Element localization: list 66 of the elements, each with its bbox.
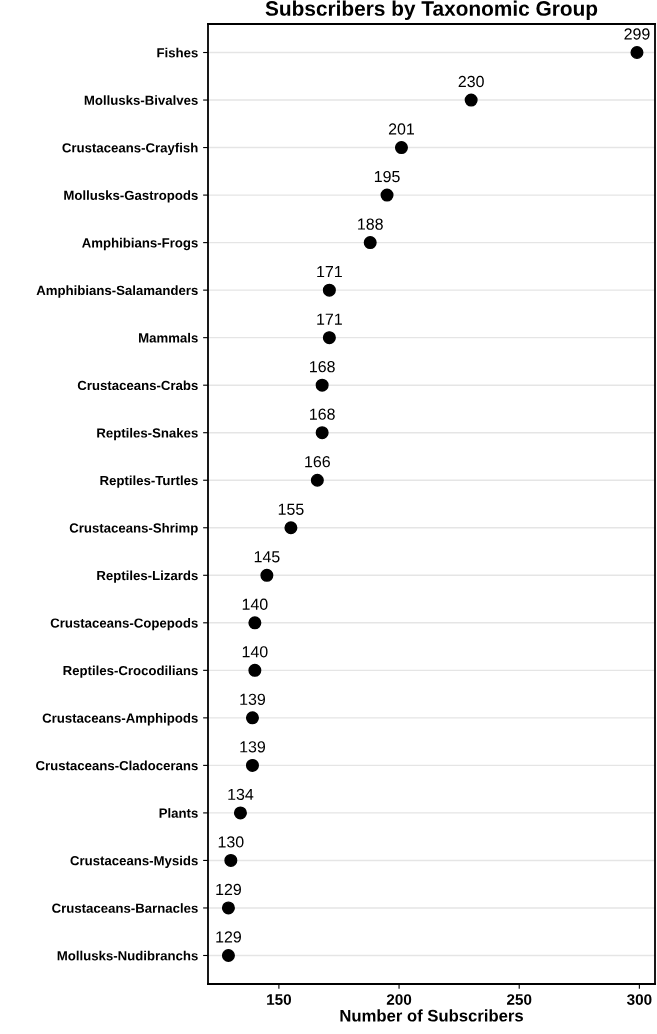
data-label: 140: [242, 646, 268, 658]
data-label: 139: [240, 693, 266, 705]
data-label: 139: [240, 741, 266, 753]
point: [394, 141, 408, 155]
point: [245, 758, 259, 772]
y-tick-label: Amphibians-Frogs: [82, 237, 198, 251]
point: [380, 188, 394, 202]
y-tick-label: Crustaceans-Mysids: [70, 855, 198, 868]
y-tick-label: Crustaceans-Crabs: [77, 380, 198, 391]
point: [464, 93, 478, 107]
y-tick-label: Fishes: [157, 47, 198, 58]
x-axis-title: Number of Subscribers: [340, 1009, 523, 1022]
data-label: 171: [317, 313, 342, 325]
point: [248, 663, 262, 677]
y-tick-label: Mollusks-Gastropods: [64, 190, 198, 203]
data-label: 140: [242, 598, 268, 610]
point: [310, 473, 324, 487]
point: [630, 46, 644, 60]
data-label: 155: [278, 503, 304, 515]
y-tick-label: Crustaceans-Crayfish: [62, 142, 198, 156]
y-tick-label: Crustaceans-Shrimp: [69, 522, 198, 536]
y-tick-label: Plants: [159, 808, 198, 818]
data-label: 129: [216, 931, 241, 943]
x-tick-label: 150: [267, 994, 292, 1005]
data-label: 134: [228, 788, 254, 801]
y-tick-label: Mollusks-Nudibranchs: [57, 950, 198, 961]
data-label: 168: [310, 408, 335, 420]
x-tick-label: 300: [626, 994, 652, 1005]
data-label: 171: [317, 266, 342, 278]
y-tick-label: Crustaceans-Amphipods: [42, 713, 198, 726]
data-label: 166: [305, 456, 330, 468]
point: [363, 236, 377, 250]
y-tick-label: Crustaceans-Cladocerans: [36, 760, 198, 771]
x-tick-label: 250: [507, 994, 532, 1005]
y-tick-label: Reptiles-Lizards: [97, 570, 198, 583]
point: [322, 283, 336, 297]
y-tick-label: Amphibians-Salamanders: [36, 285, 198, 298]
data-label: 230: [458, 75, 484, 88]
data-label: 188: [358, 218, 383, 230]
x-tick-label: 200: [386, 994, 412, 1005]
y-tick-label: Reptiles-Snakes: [97, 427, 198, 441]
point: [260, 568, 274, 582]
y-tick-label: Crustaceans-Copepods: [50, 618, 198, 631]
data-label: 145: [254, 551, 280, 563]
point: [248, 616, 262, 630]
data-label: 195: [374, 170, 400, 183]
data-label: 201: [388, 123, 415, 135]
y-tick-label: Reptiles-Crocodilians: [63, 665, 198, 678]
point: [233, 806, 247, 820]
chart-title: Subscribers by Taxonomic Group: [265, 0, 598, 20]
point: [315, 378, 329, 392]
point: [284, 521, 298, 535]
y-tick-label: Mollusks-Bivalves: [84, 95, 198, 105]
point: [221, 901, 235, 915]
y-tick-label: Reptiles-Turtles: [100, 475, 198, 488]
point: [245, 711, 259, 725]
point: [221, 948, 235, 962]
data-label: 168: [310, 361, 335, 373]
y-tick-label: Mammals: [139, 332, 198, 343]
point: [224, 853, 238, 867]
point: [315, 426, 329, 440]
y-tick-label: Crustaceans-Barnacles: [52, 903, 198, 913]
data-label: 129: [216, 883, 241, 896]
data-label: 130: [218, 836, 244, 848]
data-label: 299: [624, 28, 650, 40]
point: [322, 331, 336, 345]
